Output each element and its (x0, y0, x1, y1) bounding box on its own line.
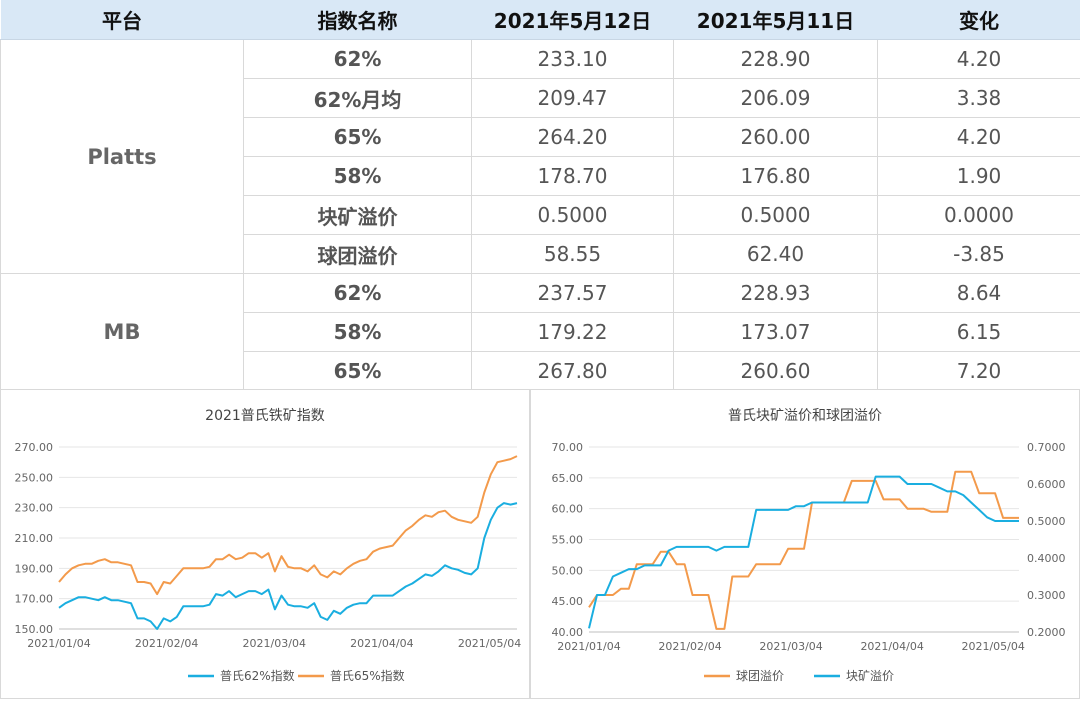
series-line (589, 472, 1019, 629)
value-cell: 228.90 (674, 40, 878, 79)
value-cell: 173.07 (674, 313, 878, 352)
value-cell: 0.5000 (472, 196, 674, 235)
value-cell: 58.55 (472, 235, 674, 274)
index-name: 58% (244, 157, 472, 196)
value-cell: 237.57 (472, 274, 674, 313)
x-tick-label: 2021/04/04 (350, 637, 413, 650)
y2-tick-label: 0.6000 (1027, 478, 1066, 491)
value-cell: 260.60 (674, 352, 878, 391)
y-tick-label: 40.00 (552, 626, 584, 639)
y-tick-label: 65.00 (552, 472, 584, 485)
value-cell: 179.22 (472, 313, 674, 352)
value-cell: 267.80 (472, 352, 674, 391)
index-name: 62% (244, 274, 472, 313)
value-cell: 260.00 (674, 118, 878, 157)
y-tick-label: 210.00 (15, 532, 54, 545)
footer-divider (0, 698, 1080, 709)
y-tick-label: 45.00 (552, 595, 584, 608)
x-tick-label: 2021/03/04 (243, 637, 306, 650)
change-cell: 6.15 (878, 313, 1080, 352)
y2-tick-label: 0.2000 (1027, 626, 1066, 639)
change-cell: 1.90 (878, 157, 1080, 196)
price-table: 平台 指数名称 2021年5月12日 2021年5月11日 变化 Platts … (0, 0, 1080, 391)
header-change: 变化 (878, 0, 1080, 40)
platform-cell: MB (1, 274, 244, 391)
x-tick-label: 2021/04/04 (860, 640, 923, 653)
index-name: 球团溢价 (244, 235, 472, 274)
x-tick-label: 2021/03/04 (759, 640, 822, 653)
header-date-1: 2021年5月12日 (472, 0, 674, 40)
value-cell: 178.70 (472, 157, 674, 196)
x-tick-label: 2021/01/04 (557, 640, 620, 653)
y-tick-label: 70.00 (552, 441, 584, 454)
header-date-2: 2021年5月11日 (674, 0, 878, 40)
index-name: 62%月均 (244, 79, 472, 118)
x-tick-label: 2021/02/04 (658, 640, 721, 653)
change-cell: 7.20 (878, 352, 1080, 391)
series-line (59, 456, 517, 594)
platform-cell: Platts (1, 40, 244, 274)
header-platform: 平台 (1, 0, 244, 40)
value-cell: 233.10 (472, 40, 674, 79)
x-tick-label: 2021/05/04 (961, 640, 1024, 653)
value-cell: 62.40 (674, 235, 878, 274)
y-tick-label: 270.00 (15, 441, 54, 454)
header-index-name: 指数名称 (244, 0, 472, 40)
y-tick-label: 55.00 (552, 534, 584, 547)
y2-tick-label: 0.3000 (1027, 589, 1066, 602)
index-name: 58% (244, 313, 472, 352)
index-name: 62% (244, 40, 472, 79)
x-tick-label: 2021/01/04 (27, 637, 90, 650)
change-cell: -3.85 (878, 235, 1080, 274)
index-name: 65% (244, 352, 472, 391)
change-cell: 3.38 (878, 79, 1080, 118)
series-line (589, 477, 1019, 629)
legend-label: 普氏62%指数 (220, 668, 295, 683)
legend-label: 球团溢价 (736, 669, 784, 683)
change-cell: 4.20 (878, 40, 1080, 79)
value-cell: 228.93 (674, 274, 878, 313)
table-row: MB 62% 237.57 228.93 8.64 (1, 274, 1080, 313)
y-tick-label: 170.00 (15, 593, 54, 606)
value-cell: 176.80 (674, 157, 878, 196)
y-tick-label: 190.00 (15, 562, 54, 575)
value-cell: 264.20 (472, 118, 674, 157)
y-tick-label: 230.00 (15, 502, 54, 515)
value-cell: 0.5000 (674, 196, 878, 235)
y-tick-label: 50.00 (552, 564, 584, 577)
index-name: 65% (244, 118, 472, 157)
change-cell: 8.64 (878, 274, 1080, 313)
y2-tick-label: 0.7000 (1027, 441, 1066, 454)
value-cell: 209.47 (472, 79, 674, 118)
legend-label: 块矿溢价 (846, 669, 894, 683)
y-tick-label: 150.00 (15, 623, 54, 636)
table-header-row: 平台 指数名称 2021年5月12日 2021年5月11日 变化 (1, 0, 1080, 40)
y-tick-label: 60.00 (552, 503, 584, 516)
iron-ore-index-plot: 150.00 170.00 190.00 210.00 230.00 250.00 270.… (1, 390, 529, 699)
premium-plot: 40.00 45.00 50.00 55.00 60.00 65.00 70.00 0.200… (531, 390, 1079, 699)
value-cell: 206.09 (674, 79, 878, 118)
change-cell: 4.20 (878, 118, 1080, 157)
legend-label: 普氏65%指数 (330, 668, 405, 683)
y2-tick-label: 0.4000 (1027, 552, 1066, 565)
y2-tick-label: 0.5000 (1027, 515, 1066, 528)
index-name: 块矿溢价 (244, 196, 472, 235)
y-tick-label: 250.00 (15, 471, 54, 484)
change-cell: 0.0000 (878, 196, 1080, 235)
x-tick-label: 2021/05/04 (458, 637, 521, 650)
x-tick-label: 2021/02/04 (135, 637, 198, 650)
table-row: Platts 62% 233.10 228.90 4.20 (1, 40, 1080, 79)
